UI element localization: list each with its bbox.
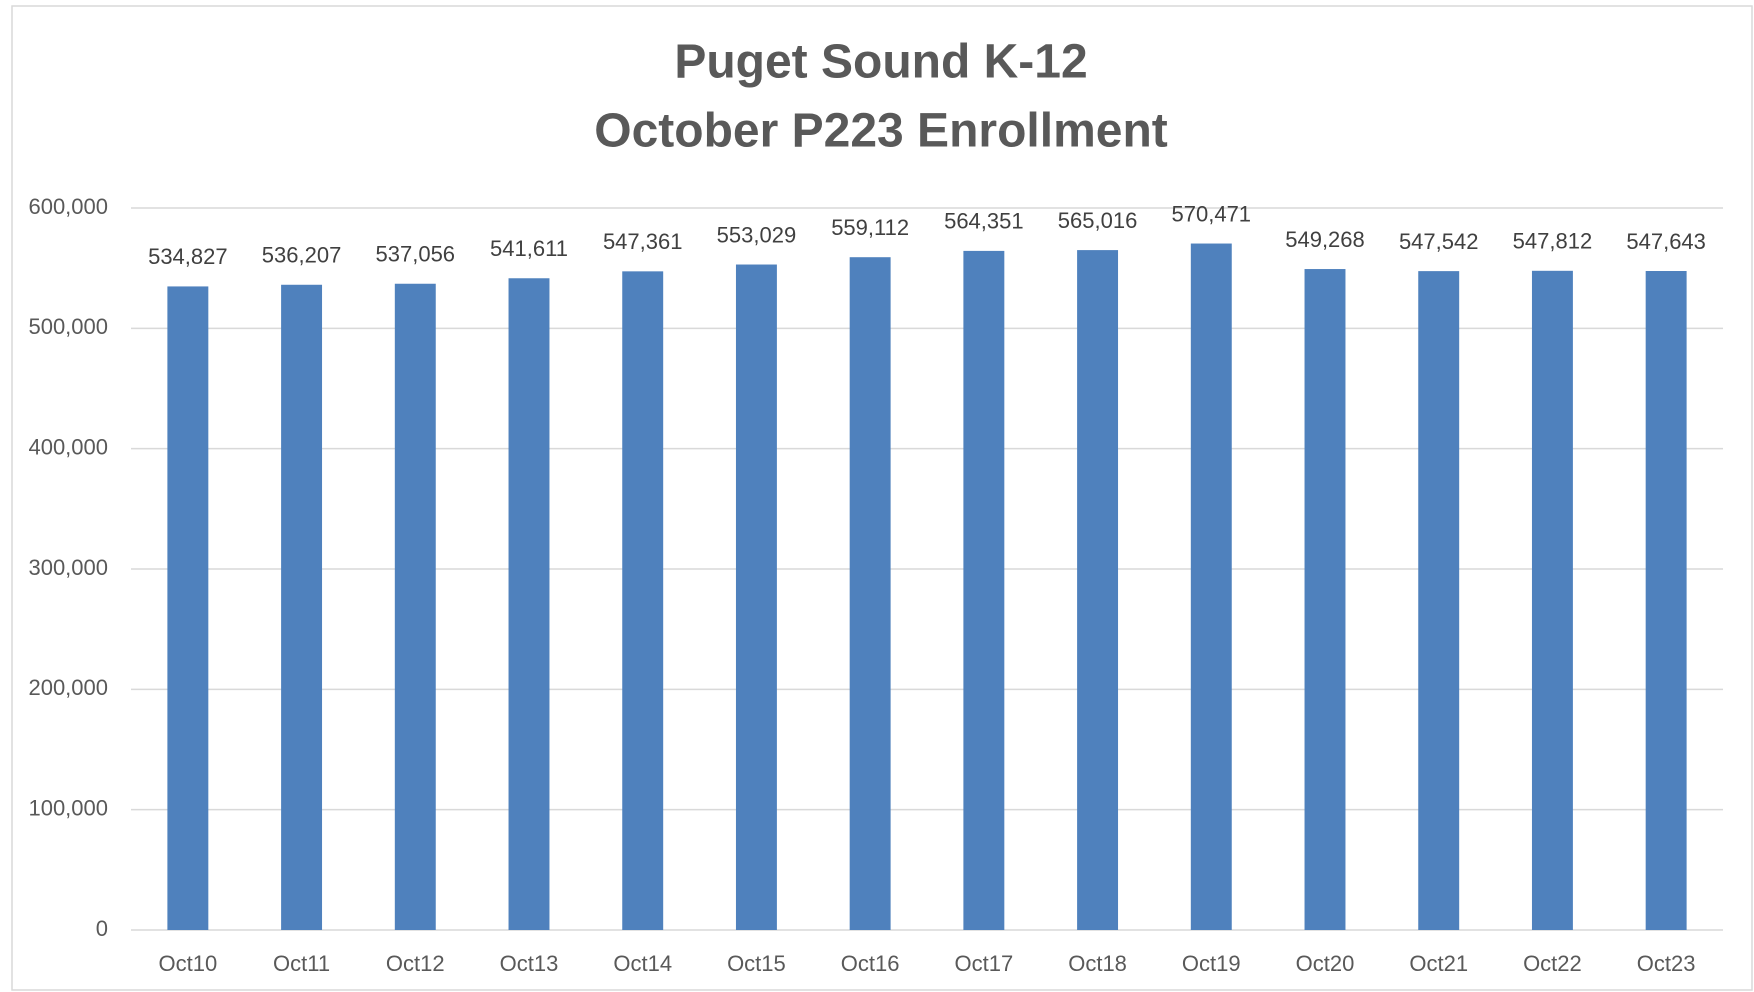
x-tick-label: Oct20 — [1296, 951, 1355, 976]
bar — [1077, 250, 1119, 930]
bar — [394, 283, 436, 930]
x-tick-label: Oct21 — [1409, 951, 1468, 976]
bar — [508, 278, 550, 930]
bar — [622, 271, 664, 930]
x-tick-label: Oct16 — [841, 951, 900, 976]
bar — [1531, 270, 1573, 930]
bar — [1304, 269, 1346, 931]
x-tick-label: Oct18 — [1068, 951, 1127, 976]
bar — [849, 257, 891, 930]
data-label: 534,827 — [148, 244, 228, 269]
bar — [735, 264, 777, 931]
x-tick-label: Oct22 — [1523, 951, 1582, 976]
x-tick-label: Oct15 — [727, 951, 786, 976]
data-label: 553,029 — [717, 222, 797, 247]
x-tick-label: Oct13 — [500, 951, 559, 976]
x-tick-label: Oct11 — [273, 951, 330, 976]
y-tick-label: 0 — [96, 916, 108, 941]
x-tick-label: Oct23 — [1637, 951, 1696, 976]
data-label: 570,471 — [1172, 201, 1252, 226]
chart-title-line: Puget Sound K-12 — [674, 36, 1087, 89]
x-tick-label: Oct14 — [613, 951, 672, 976]
data-label: 537,056 — [376, 242, 456, 267]
y-tick-label: 200,000 — [28, 675, 108, 700]
data-label: 541,611 — [490, 236, 568, 261]
data-label: 565,016 — [1058, 208, 1138, 233]
data-label: 547,361 — [603, 229, 683, 254]
bar — [963, 250, 1005, 930]
data-label: 536,207 — [262, 243, 342, 268]
bar — [1418, 271, 1460, 930]
x-tick-label: Oct12 — [386, 951, 445, 976]
data-label: 547,643 — [1626, 229, 1706, 254]
bar — [1645, 271, 1687, 930]
y-tick-label: 600,000 — [28, 194, 108, 219]
bar — [167, 286, 209, 931]
y-tick-label: 300,000 — [28, 555, 108, 580]
y-tick-label: 400,000 — [28, 434, 108, 459]
chart-title-line: October P223 Enrollment — [594, 105, 1168, 158]
data-label: 559,112 — [831, 215, 909, 240]
y-tick-label: 500,000 — [28, 314, 108, 339]
y-tick-label: 100,000 — [28, 795, 108, 820]
data-label: 564,351 — [944, 209, 1024, 234]
x-tick-label: Oct17 — [955, 951, 1014, 976]
data-label: 547,542 — [1399, 229, 1479, 254]
data-label: 549,268 — [1285, 227, 1365, 252]
chart-border — [11, 5, 1753, 991]
bar — [1190, 243, 1232, 931]
x-tick-label: Oct19 — [1182, 951, 1241, 976]
data-label: 547,812 — [1513, 229, 1593, 254]
bar — [281, 284, 323, 930]
x-tick-label: Oct10 — [159, 951, 218, 976]
